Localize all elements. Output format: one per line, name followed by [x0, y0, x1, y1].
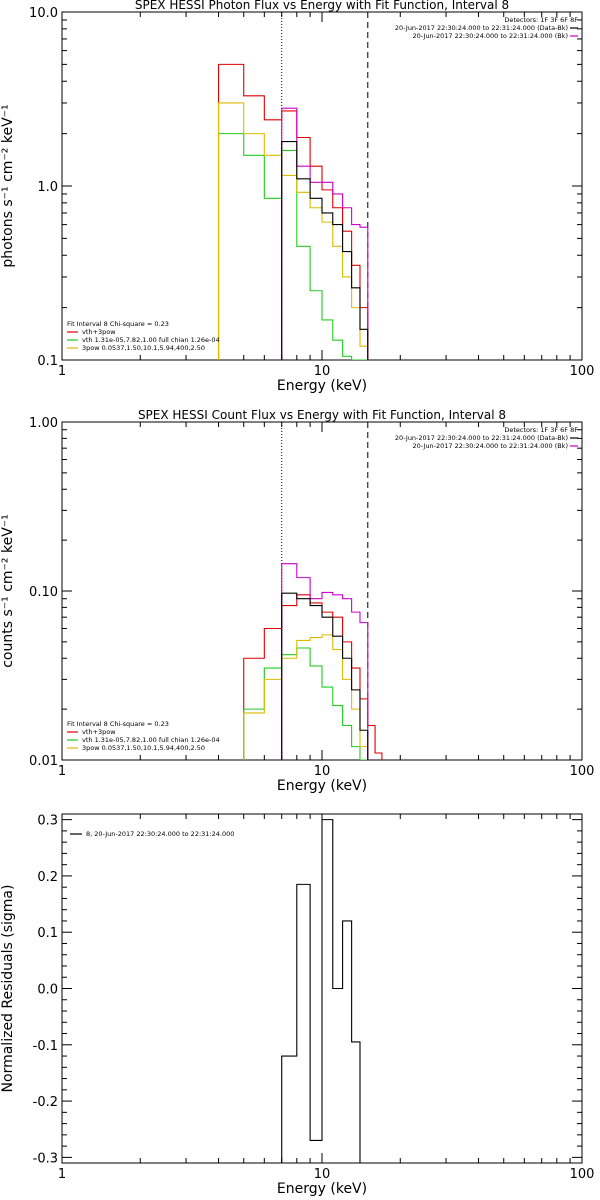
- y-tick-label: -0.1: [33, 1039, 58, 1054]
- y-tick-label: -0.2: [33, 1095, 58, 1110]
- legend-top-left: 8, 20-Jun-2017 22:30:24.000 to 22:31:24.…: [70, 830, 234, 838]
- legend-entry: 3pow 0.0537,1.50,10.1,5.94,400,2.50: [82, 344, 205, 352]
- x-axis: 1 10 100 Energy (keV): [58, 814, 595, 1197]
- legend-entry: Fit Interval 8 Chi-square = 0.23: [67, 320, 169, 328]
- y-axis-label: photons s⁻¹ cm⁻² keV⁻¹: [0, 104, 16, 267]
- legend-entry: Fit Interval 8 Chi-square = 0.23: [67, 720, 169, 728]
- legend-entry: vth 1.31e-05,7.82,1.00 full chian 1.26e-…: [82, 336, 220, 344]
- series-group: [217, 563, 383, 760]
- x-tick-label: 10: [314, 764, 331, 779]
- series-black: [281, 141, 369, 360]
- legend-entry: 8, 20-Jun-2017 22:30:24.000 to 22:31:24.…: [86, 830, 234, 838]
- x-tick-label: 1: [58, 1167, 66, 1182]
- legend-entry: 20-Jun-2017 22:30:24.000 to 22:31:24.000…: [395, 24, 568, 32]
- series-group: [217, 63, 369, 360]
- series-group: [281, 819, 361, 1163]
- legend-entry: 20-Jun-2017 22:30:24.000 to 22:31:24.000…: [413, 32, 568, 40]
- x-axis: 1 10 100 Energy (keV): [58, 12, 595, 394]
- x-axis-label: Energy (keV): [277, 778, 367, 794]
- chart-title: SPEX HESSI Count Flux vs Energy with Fit…: [138, 408, 506, 422]
- plot-frame: [61, 421, 583, 761]
- chart-2: SPEX HESSI Count Flux vs Energy with Fit…: [0, 408, 595, 794]
- y-tick-label: 0.0: [37, 983, 58, 998]
- y-tick-label: 1.00: [29, 416, 58, 431]
- legend-entry: Detectors: 1F 3F 6F 8F: [504, 426, 578, 434]
- y-axis-label: Normalized Residuals (sigma): [0, 885, 16, 1093]
- x-axis-label: Energy (keV): [277, 1181, 367, 1197]
- y-tick-label: 1.0: [37, 180, 58, 195]
- legend-entry: vth+3pow: [82, 328, 116, 336]
- series-magenta: [281, 107, 369, 360]
- y-tick-label: 0.1: [37, 926, 58, 941]
- x-tick-label: 100: [570, 364, 595, 379]
- chart-title: SPEX HESSI Photon Flux vs Energy with Fi…: [135, 0, 509, 12]
- series-black: [281, 592, 369, 760]
- y-tick-label: 0.2: [37, 870, 58, 885]
- series-magenta: [281, 563, 369, 760]
- y-tick-label: 0.01: [29, 754, 58, 769]
- y-axis: 0.1 1.0 10.0 photons s⁻¹ cm⁻² keV⁻¹: [0, 6, 582, 369]
- series-green: [217, 133, 368, 360]
- chart-3: 1 10 100 Energy (keV) -0.3 -0.2 -0.1 0.0 0.1 0.2 0…: [0, 813, 595, 1197]
- series-yellow: [217, 102, 369, 360]
- x-tick-label: 1: [58, 364, 66, 379]
- y-tick-label: 10.0: [29, 6, 58, 21]
- legend-entry: Detectors: 1F 3F 6F 8F: [504, 16, 578, 24]
- legend-entry: 20-Jun-2017 22:30:24.000 to 22:31:24.000…: [413, 442, 568, 450]
- y-axis-label: counts s⁻¹ cm⁻² keV⁻¹: [0, 514, 16, 668]
- series-green: [243, 647, 368, 760]
- y-tick-label: 0.3: [37, 814, 58, 829]
- x-tick-label: 100: [570, 1167, 595, 1182]
- x-axis: 1 10 100 Energy (keV): [58, 422, 595, 794]
- legend-bottom-left: Fit Interval 8 Chi-square = 0.23vth+3pow…: [67, 720, 220, 752]
- y-axis: -0.3 -0.2 -0.1 0.0 0.1 0.2 0.3 Normalized Resid…: [0, 814, 582, 1166]
- x-tick-label: 10: [314, 1167, 331, 1182]
- series-yellow: [243, 634, 369, 760]
- y-tick-label: 0.10: [29, 585, 58, 600]
- y-tick-label: 0.1: [37, 354, 58, 369]
- legend-entry: 20-Jun-2017 22:30:24.000 to 22:31:24.000…: [395, 434, 568, 442]
- y-tick-label: -0.3: [33, 1151, 58, 1166]
- legend-entry: 3pow 0.0537,1.50,10.1,5.94,400,2.50: [82, 744, 205, 752]
- x-tick-label: 10: [314, 364, 331, 379]
- chart-1: SPEX HESSI Photon Flux vs Energy with Fi…: [0, 0, 594, 394]
- x-tick-label: 1: [58, 764, 66, 779]
- series-black: [281, 819, 361, 1163]
- x-axis-label: Energy (keV): [277, 378, 367, 394]
- series-red: [217, 63, 369, 360]
- y-axis: 0.01 0.10 1.00 counts s⁻¹ cm⁻² keV⁻¹: [0, 416, 582, 769]
- x-tick-label: 100: [570, 764, 595, 779]
- legend-bottom-left: Fit Interval 8 Chi-square = 0.23vth+3pow…: [67, 320, 220, 352]
- legend-entry: vth 1.31e-05,7.82,1.00 full chian 1.26e-…: [82, 736, 220, 744]
- legend-entry: vth+3pow: [82, 728, 116, 736]
